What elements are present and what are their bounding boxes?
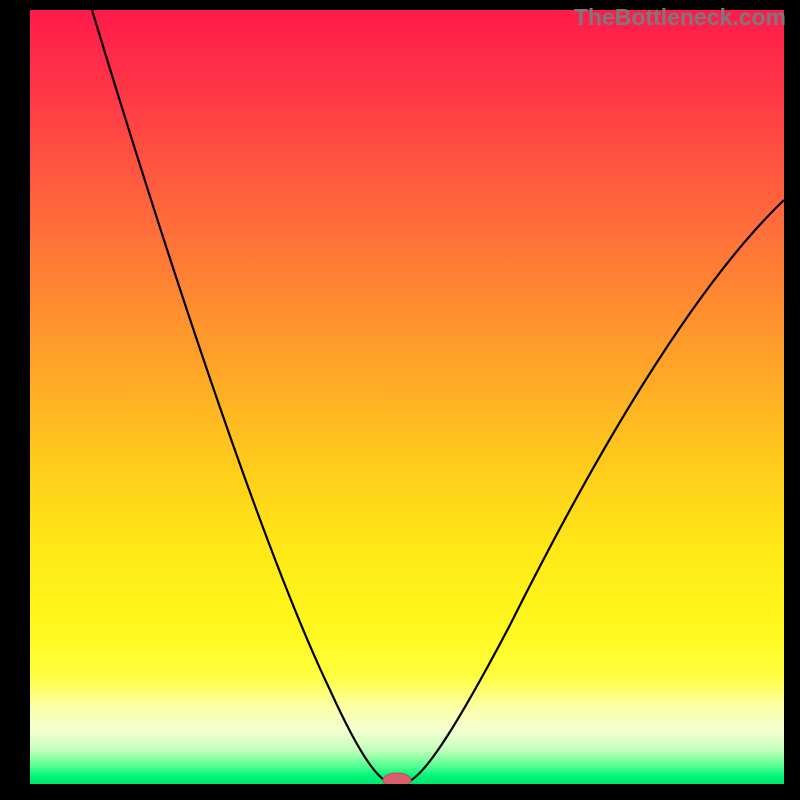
- plot-svg: [30, 10, 784, 784]
- plot-background: [30, 10, 784, 784]
- watermark-text: TheBottleneck.com: [574, 4, 786, 31]
- chart-frame: TheBottleneck.com: [0, 0, 800, 800]
- bottleneck-marker: [383, 773, 411, 784]
- plot-area: [30, 10, 784, 784]
